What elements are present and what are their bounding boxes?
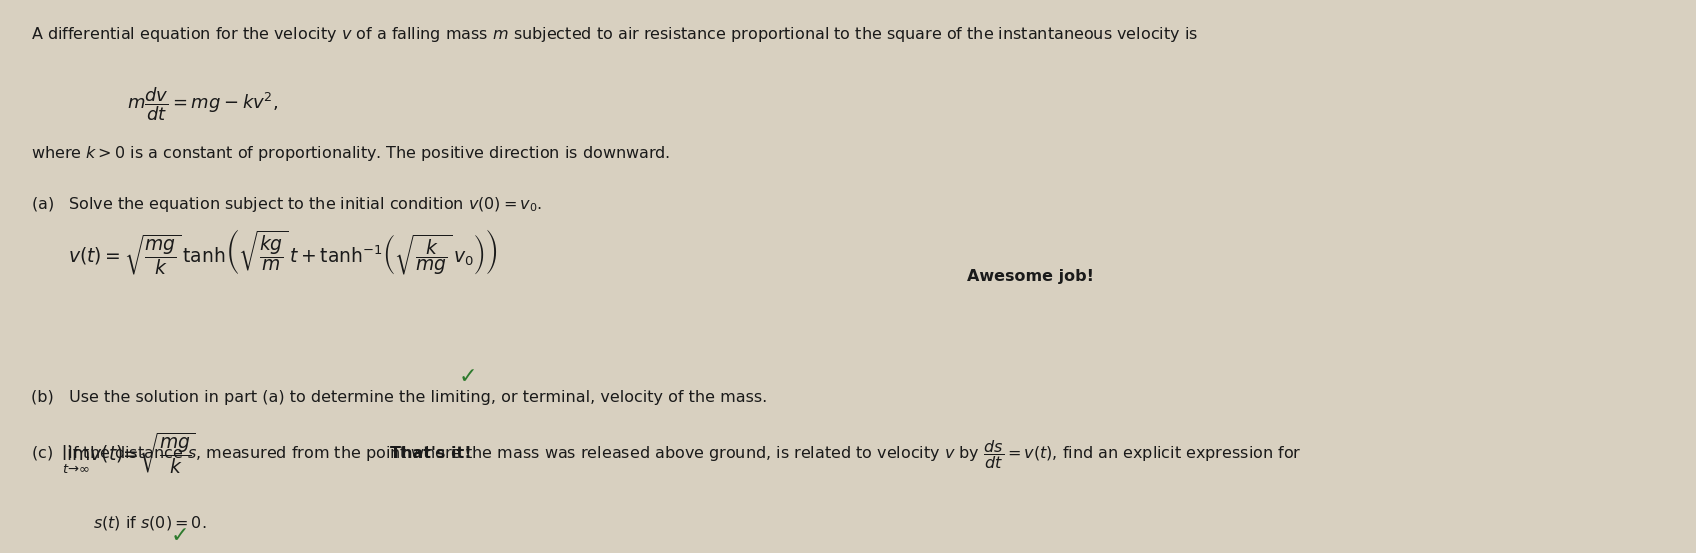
Text: (b)   Use the solution in part (a) to determine the limiting, or terminal, veloc: (b) Use the solution in part (a) to dete…: [31, 390, 767, 405]
Text: $m\dfrac{dv}{dt} = mg - kv^2,$: $m\dfrac{dv}{dt} = mg - kv^2,$: [127, 86, 278, 123]
Text: where $k > 0$ is a constant of proportionality. The positive direction is downwa: where $k > 0$ is a constant of proportio…: [31, 144, 670, 163]
Text: $v(t) = \sqrt{\dfrac{mg}{k}}\,\tanh\!\left(\sqrt{\dfrac{kg}{m}}\,t + \tanh^{-1}\: $v(t) = \sqrt{\dfrac{mg}{k}}\,\tanh\!\le…: [68, 227, 497, 276]
Text: (a)   Solve the equation subject to the initial condition $v(0) = v_0$.: (a) Solve the equation subject to the in…: [31, 195, 541, 213]
Text: $s(t)$ if $s(0) = 0$.: $s(t)$ if $s(0) = 0$.: [93, 514, 207, 532]
Text: Awesome job!: Awesome job!: [967, 269, 1094, 284]
Text: (c)   If the distance $s$, measured from the point where the mass was released a: (c) If the distance $s$, measured from t…: [31, 438, 1301, 471]
Text: $\lim_{t\to\infty} v(t) = \sqrt{\dfrac{mg}{k}}$: $\lim_{t\to\infty} v(t) = \sqrt{\dfrac{m…: [61, 431, 197, 476]
Text: $\checkmark$: $\checkmark$: [170, 524, 187, 544]
Text: A differential equation for the velocity $v$ of a falling mass $m$ subjected to : A differential equation for the velocity…: [31, 25, 1197, 44]
Text: $\checkmark$: $\checkmark$: [458, 365, 475, 385]
Text: That's it!: That's it!: [390, 446, 471, 461]
